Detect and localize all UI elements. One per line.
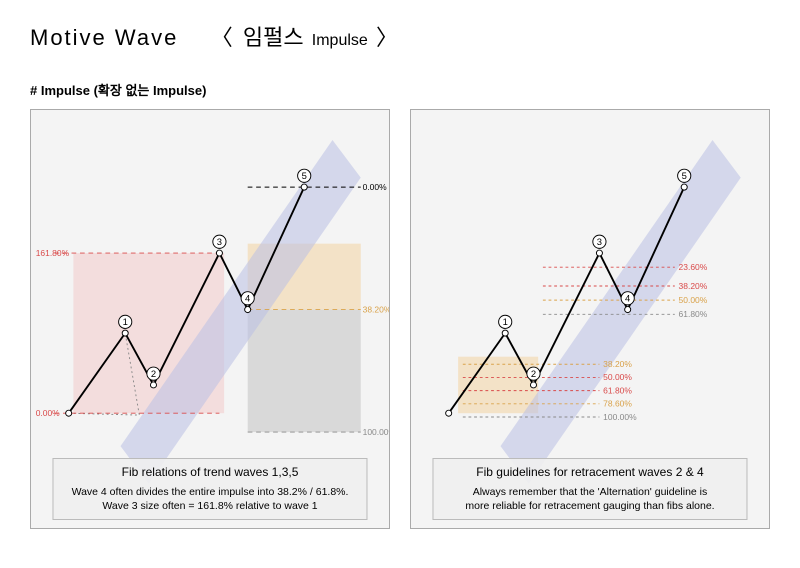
svg-text:0.00%: 0.00% (36, 408, 60, 418)
svg-text:161.80%: 161.80% (36, 248, 70, 258)
svg-text:3: 3 (217, 236, 222, 247)
right-caption-title: Fib guidelines for retracement waves 2 &… (441, 465, 738, 479)
svg-text:50.00%: 50.00% (603, 372, 632, 382)
svg-text:5: 5 (302, 170, 307, 181)
svg-text:0.00%: 0.00% (363, 182, 387, 192)
bracket-open: 〈 (211, 25, 235, 50)
right-caption-body: Always remember that the 'Alternation' g… (441, 485, 738, 513)
left-caption-body: Wave 4 often divides the entire impulse … (61, 485, 358, 513)
left-caption-box: Fib relations of trend waves 1,3,5 Wave … (52, 458, 367, 520)
svg-text:38.20%: 38.20% (363, 304, 389, 314)
svg-text:38.20%: 38.20% (603, 359, 632, 369)
title-part1: Motive Wave (30, 25, 178, 50)
page-title: Motive Wave 〈 임펄스 Impulse 〉 (30, 20, 770, 52)
svg-text:5: 5 (682, 170, 687, 181)
left-caption-title: Fib relations of trend waves 1,3,5 (61, 465, 358, 479)
title-kor: 임펄스 (243, 25, 304, 50)
svg-text:50.00%: 50.00% (679, 295, 708, 305)
svg-text:38.20%: 38.20% (679, 281, 708, 291)
svg-text:23.60%: 23.60% (679, 262, 708, 272)
svg-text:4: 4 (245, 293, 250, 304)
right-panel: 23.60% 38.20% 50.00% 61.80% 38.20% 50.00% 61.8… (410, 109, 770, 529)
left-panel: 161.80% 0.00% 0.00% 38.20% 100.00% 1 2 3 4 5 Fib … (30, 109, 390, 529)
subtitle: # Impulse (확장 없는 Impulse) (30, 80, 770, 99)
svg-text:100.00%: 100.00% (363, 427, 389, 437)
svg-text:2: 2 (531, 368, 536, 379)
svg-text:61.80%: 61.80% (603, 385, 632, 395)
svg-text:100.00%: 100.00% (603, 412, 637, 422)
bracket-close: 〉 (376, 25, 400, 50)
panels-row: 161.80%0.00%0.00%38.20%100.00%12345 Fib … (30, 109, 770, 529)
svg-text:3: 3 (597, 236, 602, 247)
svg-text:1: 1 (503, 316, 508, 327)
svg-text:61.80%: 61.80% (679, 309, 708, 319)
right-caption-box: Fib guidelines for retracement waves 2 &… (432, 458, 747, 520)
svg-text:4: 4 (625, 293, 630, 304)
svg-text:2: 2 (151, 368, 156, 379)
svg-text:78.60%: 78.60% (603, 399, 632, 409)
svg-text:1: 1 (123, 316, 128, 327)
title-en: Impulse (312, 32, 368, 49)
